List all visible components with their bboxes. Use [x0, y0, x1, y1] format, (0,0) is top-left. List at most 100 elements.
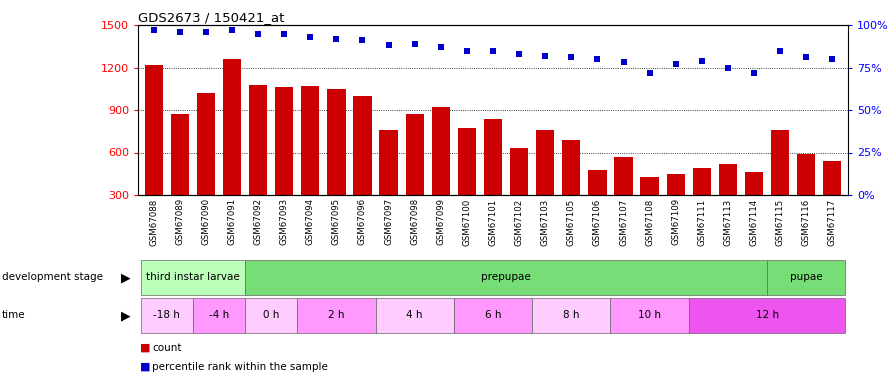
- Text: time: time: [2, 310, 26, 321]
- Text: pupae: pupae: [790, 273, 822, 282]
- Bar: [745, 172, 763, 195]
- Bar: [614, 157, 633, 195]
- Text: GSM67105: GSM67105: [567, 198, 576, 246]
- Point: [225, 27, 239, 33]
- Point: [277, 30, 291, 36]
- Bar: [222, 59, 241, 195]
- Bar: [457, 128, 476, 195]
- Text: GSM67109: GSM67109: [671, 198, 680, 245]
- Text: GSM67113: GSM67113: [724, 198, 732, 246]
- Text: third instar larvae: third instar larvae: [146, 273, 239, 282]
- Point: [825, 56, 839, 62]
- Text: 10 h: 10 h: [638, 310, 661, 321]
- Bar: [328, 89, 345, 195]
- Point: [773, 48, 788, 54]
- Point: [617, 59, 631, 65]
- Bar: [275, 87, 294, 195]
- Point: [643, 70, 657, 76]
- Text: ■: ■: [140, 362, 150, 372]
- Text: GSM67111: GSM67111: [698, 198, 707, 246]
- Bar: [245, 298, 297, 333]
- Text: ▶: ▶: [121, 309, 131, 322]
- Text: GSM67088: GSM67088: [150, 198, 158, 246]
- Text: GSM67096: GSM67096: [358, 198, 367, 245]
- Text: GSM67100: GSM67100: [463, 198, 472, 246]
- Bar: [297, 298, 376, 333]
- Text: GSM67098: GSM67098: [410, 198, 419, 245]
- Point: [198, 29, 213, 35]
- Text: 4 h: 4 h: [407, 310, 423, 321]
- Point: [590, 56, 604, 62]
- Text: GSM67116: GSM67116: [802, 198, 811, 246]
- Point: [668, 61, 683, 67]
- Bar: [197, 93, 215, 195]
- Point: [512, 51, 526, 57]
- Bar: [484, 118, 502, 195]
- Bar: [771, 130, 789, 195]
- Text: 2 h: 2 h: [328, 310, 344, 321]
- Text: GSM67108: GSM67108: [645, 198, 654, 246]
- Text: GSM67115: GSM67115: [775, 198, 785, 246]
- Text: -4 h: -4 h: [209, 310, 229, 321]
- Point: [329, 36, 344, 42]
- Bar: [719, 164, 737, 195]
- Bar: [510, 148, 529, 195]
- Bar: [249, 84, 267, 195]
- Bar: [611, 298, 689, 333]
- Bar: [245, 260, 767, 295]
- Point: [147, 27, 161, 33]
- Text: GSM67091: GSM67091: [228, 198, 237, 245]
- Text: 12 h: 12 h: [756, 310, 779, 321]
- Text: GSM67093: GSM67093: [279, 198, 288, 245]
- Text: GSM67101: GSM67101: [489, 198, 498, 246]
- Bar: [353, 96, 372, 195]
- Point: [799, 54, 813, 60]
- Point: [173, 29, 187, 35]
- Bar: [144, 64, 163, 195]
- Text: GDS2673 / 150421_at: GDS2673 / 150421_at: [138, 11, 285, 24]
- Bar: [193, 298, 245, 333]
- Text: development stage: development stage: [2, 273, 102, 282]
- Text: GSM67106: GSM67106: [593, 198, 602, 246]
- Bar: [588, 170, 607, 195]
- Text: GSM67094: GSM67094: [306, 198, 315, 245]
- Point: [355, 37, 369, 43]
- Text: 6 h: 6 h: [485, 310, 501, 321]
- Point: [460, 48, 474, 54]
- Point: [564, 54, 578, 60]
- Point: [303, 34, 318, 40]
- Point: [433, 44, 448, 50]
- Text: GSM67089: GSM67089: [175, 198, 184, 245]
- Bar: [406, 114, 424, 195]
- Bar: [379, 130, 398, 195]
- Bar: [823, 161, 841, 195]
- Bar: [532, 298, 611, 333]
- Point: [382, 42, 396, 48]
- Point: [251, 30, 265, 36]
- Text: ■: ■: [140, 343, 150, 353]
- Text: GSM67099: GSM67099: [436, 198, 445, 245]
- Text: ▶: ▶: [121, 271, 131, 284]
- Bar: [536, 130, 554, 195]
- Text: 0 h: 0 h: [263, 310, 279, 321]
- Text: prepupae: prepupae: [481, 273, 531, 282]
- Bar: [797, 154, 815, 195]
- Point: [538, 53, 553, 58]
- Bar: [141, 260, 245, 295]
- Text: GSM67092: GSM67092: [254, 198, 263, 245]
- Point: [408, 41, 422, 47]
- Bar: [171, 114, 189, 195]
- Bar: [667, 174, 685, 195]
- Point: [721, 64, 735, 70]
- Bar: [301, 86, 320, 195]
- Text: percentile rank within the sample: percentile rank within the sample: [152, 362, 328, 372]
- Text: GSM67090: GSM67090: [201, 198, 210, 245]
- Text: GSM67114: GSM67114: [749, 198, 758, 246]
- Bar: [562, 140, 580, 195]
- Text: GSM67095: GSM67095: [332, 198, 341, 245]
- Text: 8 h: 8 h: [563, 310, 579, 321]
- Point: [695, 58, 709, 64]
- Bar: [432, 107, 450, 195]
- Bar: [641, 177, 659, 195]
- Point: [486, 48, 500, 54]
